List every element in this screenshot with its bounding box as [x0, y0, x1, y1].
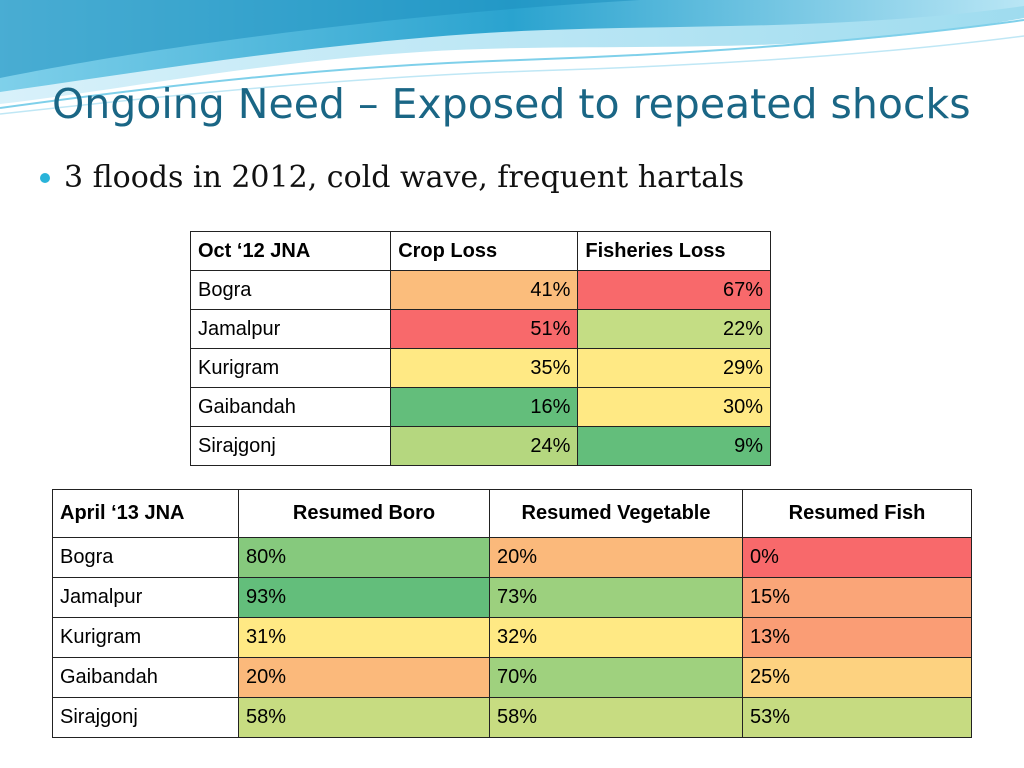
district-cell: Gaibandah	[189, 387, 392, 427]
resumed-boro-cell: 58%	[238, 697, 490, 738]
fisheries-loss-cell: 9%	[577, 426, 771, 466]
table-row: Gaibandah 16% 30%	[189, 387, 771, 427]
column-header: Oct ‘12 JNA	[189, 231, 392, 271]
district-cell: Bogra	[52, 537, 239, 578]
table-header-row: Oct ‘12 JNA Crop Loss Fisheries Loss	[189, 231, 771, 271]
column-header: Fisheries Loss	[577, 231, 771, 271]
district-cell: Jamalpur	[189, 309, 392, 349]
crop-loss-cell: 24%	[390, 426, 579, 466]
table-row: Jamalpur 93% 73% 15%	[52, 577, 972, 618]
table-row: Kurigram 35% 29%	[189, 348, 771, 388]
resumed-vegetable-cell: 32%	[489, 617, 743, 658]
resumed-boro-cell: 20%	[238, 657, 490, 698]
resumed-boro-cell: 93%	[238, 577, 490, 618]
column-header: Crop Loss	[390, 231, 579, 271]
crop-loss-cell: 51%	[390, 309, 579, 349]
wave-header-graphic	[0, 0, 1024, 115]
table-row: Gaibandah 20% 70% 25%	[52, 657, 972, 698]
slide-title: Ongoing Need – Exposed to repeated shock…	[52, 80, 971, 128]
resumed-fish-cell: 53%	[742, 697, 972, 738]
district-cell: Kurigram	[189, 348, 392, 388]
district-cell: Sirajgonj	[189, 426, 392, 466]
resumed-vegetable-cell: 20%	[489, 537, 743, 578]
table-row: Bogra 80% 20% 0%	[52, 537, 972, 578]
crop-loss-cell: 35%	[390, 348, 579, 388]
apr-jna-table: April ‘13 JNA Resumed Boro Resumed Veget…	[52, 489, 972, 738]
table-row: Bogra 41% 67%	[189, 270, 771, 310]
district-cell: Kurigram	[52, 617, 239, 658]
resumed-boro-cell: 31%	[238, 617, 490, 658]
resumed-fish-cell: 25%	[742, 657, 972, 698]
resumed-vegetable-cell: 70%	[489, 657, 743, 698]
district-cell: Sirajgonj	[52, 697, 239, 738]
district-cell: Bogra	[189, 270, 392, 310]
district-cell: Gaibandah	[52, 657, 239, 698]
bullet-item: 3 floods in 2012, cold wave, frequent ha…	[40, 160, 744, 195]
column-header: April ‘13 JNA	[52, 489, 239, 538]
column-header: Resumed Fish	[742, 489, 972, 538]
oct-jna-table: Oct ‘12 JNA Crop Loss Fisheries Loss Bog…	[189, 231, 771, 466]
table-row: Sirajgonj 58% 58% 53%	[52, 697, 972, 738]
table-row: Jamalpur 51% 22%	[189, 309, 771, 349]
fisheries-loss-cell: 30%	[577, 387, 771, 427]
resumed-vegetable-cell: 73%	[489, 577, 743, 618]
fisheries-loss-cell: 22%	[577, 309, 771, 349]
district-cell: Jamalpur	[52, 577, 239, 618]
table-row: Sirajgonj 24% 9%	[189, 426, 771, 466]
resumed-boro-cell: 80%	[238, 537, 490, 578]
table-header-row: April ‘13 JNA Resumed Boro Resumed Veget…	[52, 489, 972, 538]
crop-loss-cell: 41%	[390, 270, 579, 310]
table-row: Kurigram 31% 32% 13%	[52, 617, 972, 658]
resumed-fish-cell: 15%	[742, 577, 972, 618]
column-header: Resumed Vegetable	[489, 489, 743, 538]
fisheries-loss-cell: 29%	[577, 348, 771, 388]
fisheries-loss-cell: 67%	[577, 270, 771, 310]
resumed-fish-cell: 13%	[742, 617, 972, 658]
crop-loss-cell: 16%	[390, 387, 579, 427]
column-header: Resumed Boro	[238, 489, 490, 538]
bullet-text: 3 floods in 2012, cold wave, frequent ha…	[64, 160, 745, 195]
bullet-marker-icon	[40, 172, 50, 183]
resumed-vegetable-cell: 58%	[489, 697, 743, 738]
resumed-fish-cell: 0%	[742, 537, 972, 578]
